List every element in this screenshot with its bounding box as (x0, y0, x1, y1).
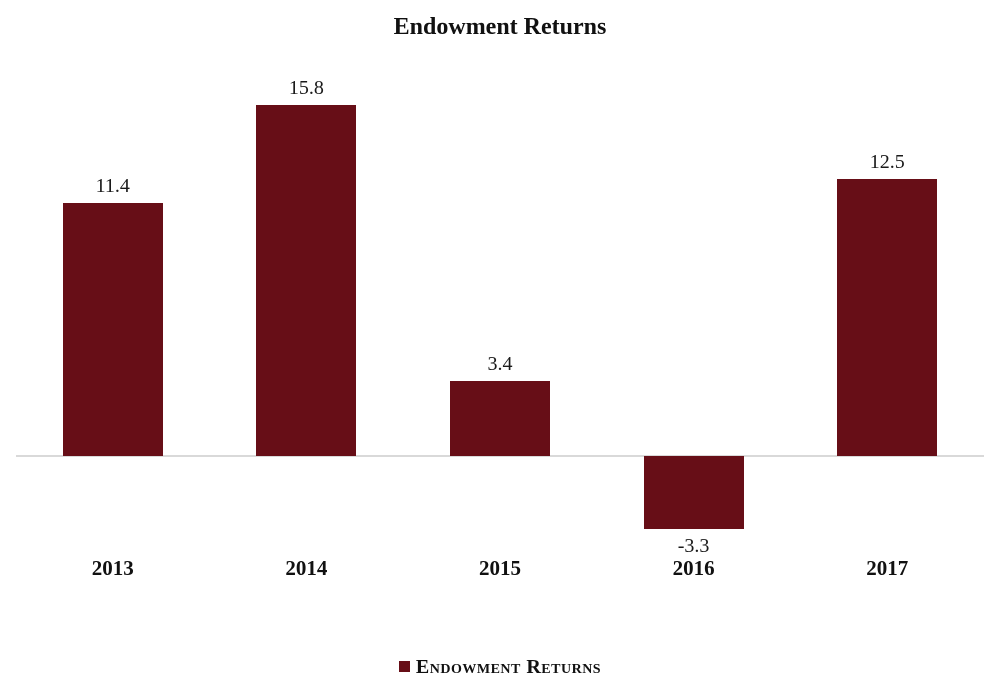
legend-swatch-icon (398, 661, 410, 672)
category-label-2016: 2016 (672, 556, 715, 580)
value-label-2014: 15.8 (288, 77, 324, 100)
legend-label: Endowment Returns (415, 656, 602, 678)
category-label-2015: 2015 (479, 556, 521, 580)
value-label-2015: 3.4 (487, 352, 513, 375)
bar-2015 (450, 380, 550, 456)
x-axis-line (16, 455, 984, 457)
bar-2017 (837, 178, 938, 456)
bar-2013 (62, 202, 163, 456)
value-label-2013: 11.4 (95, 174, 130, 197)
category-label-2013: 2013 (91, 556, 134, 580)
category-label-2017: 2017 (866, 556, 909, 580)
bar-2014 (256, 105, 357, 456)
bar-2016 (643, 456, 744, 530)
value-label-2017: 12.5 (869, 150, 905, 173)
category-label-2014: 2014 (285, 556, 328, 580)
value-label-2016: -3.3 (677, 535, 710, 558)
legend: Endowment Returns (0, 656, 1000, 679)
chart-title: Endowment Returns (393, 14, 607, 40)
